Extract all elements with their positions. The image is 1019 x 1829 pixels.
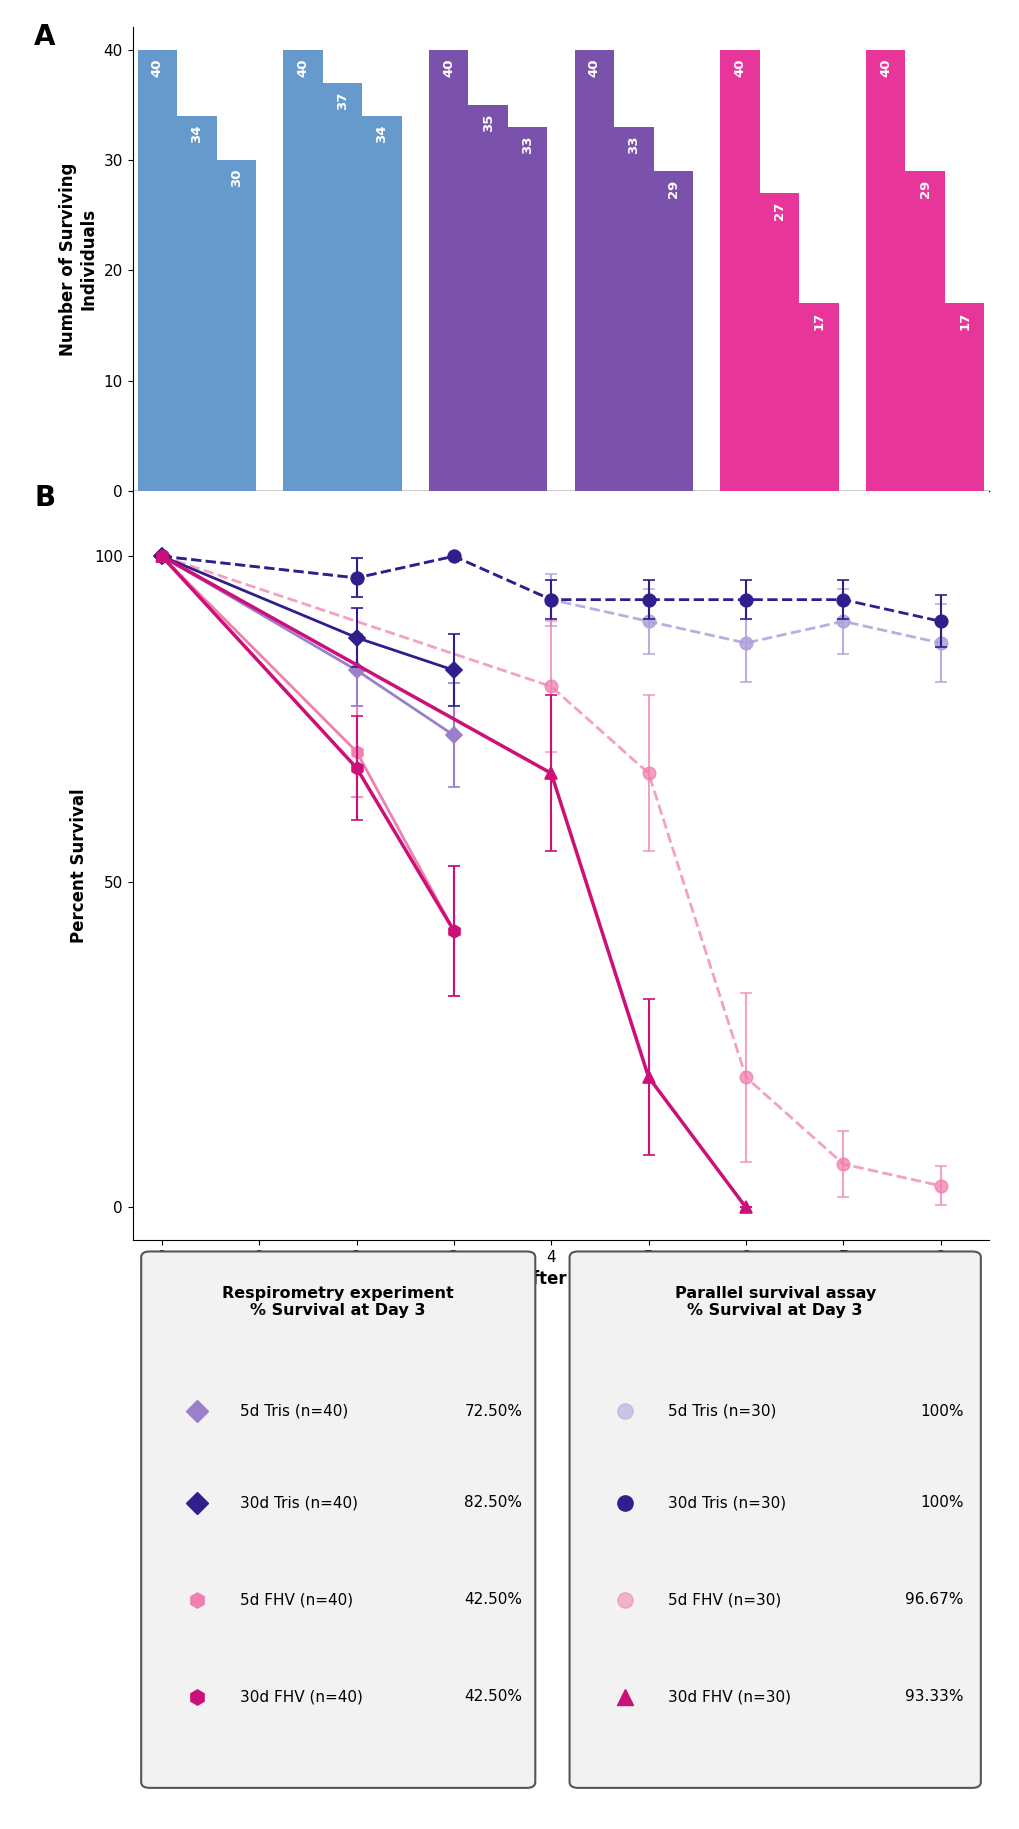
- Text: Parallel survival assay
% Survival at Day 3: Parallel survival assay % Survival at Da…: [674, 1286, 875, 1319]
- Bar: [653, 170, 693, 490]
- Text: 48h: 48h: [753, 497, 779, 523]
- Text: 100%: 100%: [919, 1494, 963, 1511]
- Text: 29: 29: [666, 179, 680, 198]
- Bar: [362, 115, 401, 490]
- Text: 33: 33: [521, 135, 534, 154]
- Text: 93.33%: 93.33%: [904, 1688, 963, 1705]
- Text: 37: 37: [335, 91, 348, 110]
- Bar: [741, 651, 772, 669]
- Bar: [216, 159, 256, 490]
- Text: Aged: Aged: [611, 593, 655, 607]
- Text: Young: Young: [462, 593, 514, 607]
- Text: 24h: 24h: [277, 497, 303, 523]
- Text: Aged: Aged: [320, 593, 364, 607]
- FancyBboxPatch shape: [141, 1251, 535, 1789]
- Bar: [905, 170, 944, 490]
- Bar: [613, 126, 653, 490]
- Text: Tris: Tris: [497, 651, 528, 666]
- Text: 40: 40: [878, 59, 892, 77]
- Bar: [138, 49, 177, 490]
- Text: 48h: 48h: [170, 497, 197, 523]
- Bar: [759, 194, 799, 490]
- Bar: [799, 304, 838, 490]
- Text: 100%: 100%: [919, 1403, 963, 1419]
- Text: 24h: 24h: [131, 497, 157, 523]
- Text: Young: Young: [752, 593, 805, 607]
- Text: 34: 34: [375, 124, 388, 143]
- Y-axis label: Number of Surviving
Individuals: Number of Surviving Individuals: [59, 163, 98, 357]
- Bar: [574, 49, 613, 490]
- Bar: [449, 651, 481, 669]
- Text: 30d Tris (n=30): 30d Tris (n=30): [667, 1494, 786, 1511]
- Text: 72h: 72h: [356, 497, 381, 523]
- Text: 24h: 24h: [713, 497, 740, 523]
- Text: 42.50%: 42.50%: [464, 1591, 522, 1608]
- Text: 72h: 72h: [937, 497, 964, 523]
- Bar: [177, 115, 216, 490]
- FancyBboxPatch shape: [569, 1251, 980, 1789]
- Text: 30d FHV (n=30): 30d FHV (n=30): [667, 1688, 791, 1705]
- Text: 30: 30: [229, 168, 243, 187]
- Text: 27: 27: [772, 201, 786, 219]
- Text: 34: 34: [191, 124, 203, 143]
- Text: 82.50%: 82.50%: [464, 1494, 522, 1511]
- Text: 72h: 72h: [210, 497, 236, 523]
- Text: 48h: 48h: [462, 497, 488, 523]
- Text: 33: 33: [627, 135, 640, 154]
- Text: 40: 40: [441, 59, 454, 77]
- Text: A: A: [34, 22, 55, 51]
- Bar: [159, 651, 191, 669]
- X-axis label: Days After Injection: Days After Injection: [468, 1271, 653, 1288]
- Text: 48h: 48h: [316, 497, 342, 523]
- Text: 48h: 48h: [899, 497, 924, 523]
- Text: 72h: 72h: [501, 497, 527, 523]
- Text: 40: 40: [151, 59, 164, 77]
- Text: Aged: Aged: [903, 593, 946, 607]
- Text: 72.50%: 72.50%: [464, 1403, 522, 1419]
- Text: 5d Tris (n=40): 5d Tris (n=40): [239, 1403, 347, 1419]
- Text: Ni: Ni: [206, 651, 224, 666]
- Bar: [507, 126, 547, 490]
- Text: Young: Young: [170, 593, 223, 607]
- Text: 35: 35: [481, 113, 494, 132]
- Text: 5d FHV (n=30): 5d FHV (n=30): [667, 1591, 781, 1608]
- Text: 96.67%: 96.67%: [905, 1591, 963, 1608]
- Text: 24h: 24h: [422, 497, 448, 523]
- Text: 17: 17: [957, 313, 970, 331]
- Text: Respirometry experiment
% Survival at Day 3: Respirometry experiment % Survival at Da…: [222, 1286, 453, 1319]
- Bar: [865, 49, 905, 490]
- Bar: [944, 304, 983, 490]
- Bar: [468, 104, 507, 490]
- Text: B: B: [34, 483, 55, 512]
- Text: 40: 40: [587, 59, 600, 77]
- Y-axis label: Percent Survival: Percent Survival: [70, 788, 89, 944]
- Text: 30d FHV (n=40): 30d FHV (n=40): [239, 1688, 362, 1705]
- Bar: [719, 49, 759, 490]
- Text: 72h: 72h: [792, 497, 818, 523]
- Bar: [322, 82, 362, 490]
- Bar: [283, 49, 322, 490]
- Text: 40: 40: [733, 59, 746, 77]
- Bar: [428, 49, 468, 490]
- Text: 48h: 48h: [607, 497, 633, 523]
- Text: FHV: FHV: [788, 651, 823, 666]
- Text: 72h: 72h: [647, 497, 673, 523]
- Text: 24h: 24h: [568, 497, 594, 523]
- Text: 29: 29: [918, 179, 930, 198]
- Text: 5d Tris (n=30): 5d Tris (n=30): [667, 1403, 775, 1419]
- Text: 40: 40: [297, 59, 309, 77]
- Text: 42.50%: 42.50%: [464, 1688, 522, 1705]
- Text: 30d Tris (n=40): 30d Tris (n=40): [239, 1494, 358, 1511]
- Text: 5d FHV (n=40): 5d FHV (n=40): [239, 1591, 353, 1608]
- Text: 17: 17: [812, 313, 824, 331]
- Text: 24h: 24h: [859, 497, 884, 523]
